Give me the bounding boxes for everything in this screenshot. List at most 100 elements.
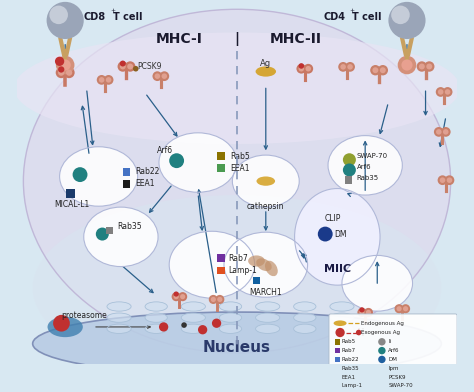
Text: MIIC: MIIC (324, 264, 351, 274)
Circle shape (173, 292, 179, 297)
Circle shape (340, 64, 346, 70)
Circle shape (434, 127, 444, 137)
Ellipse shape (224, 232, 308, 297)
Circle shape (318, 227, 333, 241)
Bar (335, 365, 340, 371)
Circle shape (104, 75, 113, 85)
Ellipse shape (255, 324, 280, 334)
Circle shape (403, 306, 408, 311)
Circle shape (153, 71, 162, 81)
Circle shape (56, 56, 74, 74)
Text: $^+$: $^+$ (348, 7, 356, 16)
Ellipse shape (342, 256, 412, 311)
Ellipse shape (294, 189, 380, 285)
Text: Rab5: Rab5 (342, 339, 356, 344)
Text: Lamp-1: Lamp-1 (342, 383, 363, 388)
Circle shape (97, 75, 107, 85)
Circle shape (155, 73, 160, 79)
Circle shape (394, 304, 404, 313)
Text: CLIP: CLIP (325, 214, 341, 223)
Circle shape (378, 373, 386, 381)
Text: T cell: T cell (352, 12, 382, 22)
Circle shape (441, 127, 451, 137)
Ellipse shape (47, 317, 83, 337)
Circle shape (296, 64, 306, 74)
Text: Endogenous Ag: Endogenous Ag (361, 321, 403, 326)
Circle shape (357, 308, 366, 317)
Circle shape (120, 60, 126, 67)
Circle shape (209, 295, 218, 304)
Circle shape (388, 2, 426, 39)
Text: Ag: Ag (260, 59, 271, 68)
Circle shape (58, 66, 64, 73)
Circle shape (46, 2, 84, 39)
Ellipse shape (330, 324, 354, 334)
Text: T cell: T cell (112, 12, 142, 22)
Circle shape (60, 60, 71, 71)
Circle shape (198, 325, 207, 334)
Circle shape (343, 153, 356, 166)
Circle shape (359, 307, 365, 312)
Circle shape (181, 322, 187, 328)
Ellipse shape (256, 176, 275, 186)
Circle shape (440, 178, 445, 183)
Ellipse shape (14, 33, 460, 144)
Circle shape (366, 310, 371, 315)
Circle shape (66, 69, 72, 76)
Text: |: | (235, 32, 239, 46)
Circle shape (445, 89, 450, 95)
Circle shape (426, 64, 432, 69)
Ellipse shape (328, 136, 402, 195)
Circle shape (436, 129, 442, 135)
Circle shape (99, 77, 104, 83)
Text: Rab22: Rab22 (342, 357, 360, 362)
Text: Rab35: Rab35 (342, 366, 360, 371)
Text: PCSK9: PCSK9 (388, 375, 406, 379)
Text: EEA1: EEA1 (342, 375, 356, 379)
Bar (123, 168, 130, 176)
Ellipse shape (219, 302, 242, 311)
Circle shape (419, 64, 425, 69)
Circle shape (378, 347, 386, 354)
Bar (335, 339, 340, 345)
Ellipse shape (330, 313, 354, 322)
Circle shape (436, 87, 446, 97)
Circle shape (162, 73, 167, 79)
Circle shape (356, 330, 362, 335)
Circle shape (380, 67, 386, 73)
Ellipse shape (256, 258, 272, 271)
Circle shape (370, 65, 381, 75)
Circle shape (299, 63, 304, 69)
Ellipse shape (145, 324, 167, 334)
Circle shape (401, 60, 412, 71)
Circle shape (391, 5, 410, 24)
Ellipse shape (181, 313, 205, 322)
Bar (335, 357, 340, 362)
Ellipse shape (169, 231, 255, 298)
Circle shape (445, 175, 455, 185)
Text: Rab35: Rab35 (357, 175, 379, 181)
Bar (217, 152, 226, 160)
Circle shape (378, 391, 386, 392)
Bar (218, 254, 225, 262)
Text: Ii: Ii (356, 327, 365, 338)
Ellipse shape (60, 147, 137, 206)
Circle shape (378, 382, 386, 390)
Circle shape (447, 178, 452, 183)
Bar (218, 267, 225, 274)
Circle shape (378, 365, 386, 372)
Text: MICAL-L1: MICAL-L1 (54, 200, 89, 209)
Circle shape (438, 89, 443, 95)
Circle shape (343, 163, 356, 176)
Ellipse shape (255, 313, 280, 322)
Ellipse shape (33, 312, 441, 375)
Circle shape (49, 5, 68, 24)
Ellipse shape (294, 313, 316, 322)
Text: Nucleus: Nucleus (203, 340, 271, 355)
Ellipse shape (107, 313, 131, 322)
Circle shape (417, 61, 427, 72)
Ellipse shape (255, 66, 276, 76)
Circle shape (443, 87, 453, 97)
Ellipse shape (33, 195, 441, 381)
Ellipse shape (145, 302, 167, 311)
